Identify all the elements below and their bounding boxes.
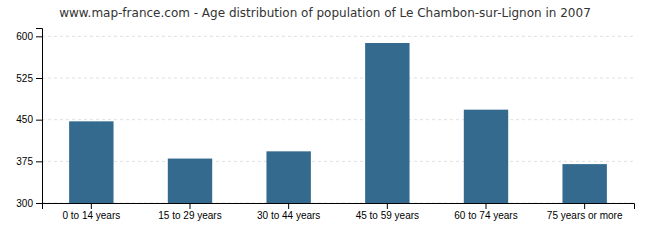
tick-label: 0 to 14 years [62,210,120,221]
title: www.map-france.com - Age distribution of… [59,6,591,20]
tick: 15 to 29 years [158,203,221,221]
tick: 525 [16,73,42,84]
tick-mark [36,36,42,37]
tick-mark [91,203,92,209]
grid-line [42,119,634,120]
grid-line [42,36,634,37]
tick-label: 60 to 74 years [454,210,517,221]
tick-mark [36,78,42,79]
chart: www.map-france.com - Age distribution of… [0,0,650,229]
tick-mark [288,203,289,209]
tick-label: 450 [16,114,33,125]
plot: 0 to 14 years 15 to 29 years 30 to 44 year… [16,29,634,222]
tick: 300 [16,198,42,209]
tick: 75 years or more [547,203,623,221]
grid [42,36,634,203]
bars [69,43,607,203]
tick-label: 375 [16,156,33,167]
tick-label: 525 [16,73,33,84]
tick-mark [36,161,42,162]
tick-mark [584,203,585,209]
tick-mark [486,203,487,209]
bar [562,164,606,203]
tick-mark [36,203,42,204]
bar [365,43,409,203]
tick-label: 45 to 59 years [356,210,419,221]
tick: 450 [16,114,42,125]
axis-line [43,204,635,210]
bar [69,121,113,203]
tick: 60 to 74 years [454,203,517,221]
tick-label: 75 years or more [547,210,623,221]
tick-mark [36,120,42,121]
tick: 45 to 59 years [356,203,419,221]
tick-label: 300 [16,198,33,209]
tick-mark [190,203,191,209]
bar [168,159,212,203]
bar [464,110,508,203]
tick-mark [387,203,388,209]
tick-label: 15 to 29 years [158,210,221,221]
y-axis: 300 375 450 525 600 [16,29,42,209]
x-axis: 0 to 14 years 15 to 29 years 30 to 44 year… [43,203,635,221]
grid-line [42,78,634,79]
tick: 0 to 14 years [62,203,120,221]
tick: 30 to 44 years [257,203,320,221]
axis-line [36,29,43,204]
bar [266,151,310,203]
tick-label: 600 [16,31,33,42]
tick-label: 30 to 44 years [257,210,320,221]
tick: 600 [16,31,42,42]
grid-line [42,161,634,162]
tick: 375 [16,156,42,167]
